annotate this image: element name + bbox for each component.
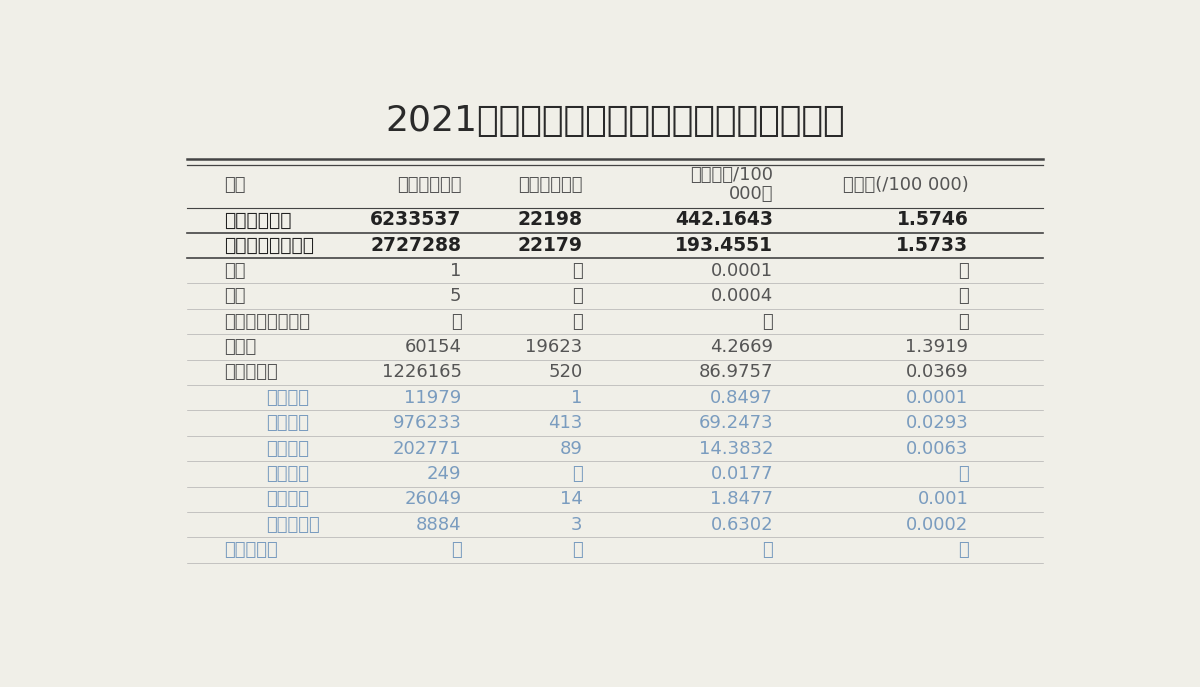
- Text: 0.0004: 0.0004: [710, 287, 773, 305]
- Text: 病毒性肝炎: 病毒性肝炎: [224, 363, 278, 381]
- Text: 1.8477: 1.8477: [710, 491, 773, 508]
- Text: 2021年全国法定报告传染病发病死亡统计表: 2021年全国法定报告传染病发病死亡统计表: [385, 104, 845, 137]
- Text: 14: 14: [559, 491, 582, 508]
- Text: 22179: 22179: [517, 236, 582, 255]
- Text: 鼠疫: 鼠疫: [224, 262, 246, 280]
- Text: －: －: [451, 313, 462, 330]
- Text: 442.1643: 442.1643: [676, 210, 773, 229]
- Text: 甲型肝炎: 甲型肝炎: [266, 389, 310, 407]
- Text: 病名: 病名: [224, 176, 246, 194]
- Text: 202771: 202771: [392, 440, 462, 458]
- Text: 249: 249: [427, 465, 462, 483]
- Text: 2727288: 2727288: [371, 236, 462, 255]
- Text: 4.2669: 4.2669: [710, 338, 773, 356]
- Text: 丁型肝炎: 丁型肝炎: [266, 465, 310, 483]
- Text: －: －: [958, 465, 968, 483]
- Text: 193.4551: 193.4551: [676, 236, 773, 255]
- Text: 甲乙类传染病合计: 甲乙类传染病合计: [224, 236, 314, 255]
- Text: 0.0001: 0.0001: [710, 262, 773, 280]
- Text: －: －: [571, 313, 582, 330]
- Text: －: －: [958, 541, 968, 559]
- Text: －: －: [762, 313, 773, 330]
- Text: －: －: [958, 262, 968, 280]
- Text: 69.2473: 69.2473: [698, 414, 773, 432]
- Text: 艾滋病: 艾滋病: [224, 338, 257, 356]
- Text: 发病数（例）: 发病数（例）: [397, 176, 462, 194]
- Text: 5: 5: [450, 287, 462, 305]
- Text: 0.0293: 0.0293: [906, 414, 968, 432]
- Text: －: －: [571, 465, 582, 483]
- Text: 1: 1: [571, 389, 582, 407]
- Text: 60154: 60154: [404, 338, 462, 356]
- Text: 0.6302: 0.6302: [710, 516, 773, 534]
- Text: 传染性非典型肺炎: 传染性非典型肺炎: [224, 313, 311, 330]
- Text: 甲乙丙类总计: 甲乙丙类总计: [224, 210, 292, 229]
- Text: 霍乱: 霍乱: [224, 287, 246, 305]
- Text: 丙型肝炎: 丙型肝炎: [266, 440, 310, 458]
- Text: －: －: [571, 541, 582, 559]
- Text: －: －: [958, 313, 968, 330]
- Text: 0.0001: 0.0001: [906, 389, 968, 407]
- Text: 0.0002: 0.0002: [906, 516, 968, 534]
- Text: 0.001: 0.001: [918, 491, 968, 508]
- Text: 戊型肝炎: 戊型肝炎: [266, 491, 310, 508]
- Text: 发病率（/100: 发病率（/100: [690, 166, 773, 184]
- Text: 未分型肝炎: 未分型肝炎: [266, 516, 320, 534]
- Text: 乙型肝炎: 乙型肝炎: [266, 414, 310, 432]
- Text: 脊髓灰质炎: 脊髓灰质炎: [224, 541, 278, 559]
- Text: 1.5746: 1.5746: [896, 210, 968, 229]
- Text: 0.0177: 0.0177: [710, 465, 773, 483]
- Text: 死亡数（人）: 死亡数（人）: [518, 176, 582, 194]
- Text: －: －: [451, 541, 462, 559]
- Text: 19623: 19623: [526, 338, 582, 356]
- Text: 976233: 976233: [392, 414, 462, 432]
- Text: 0.0063: 0.0063: [906, 440, 968, 458]
- Text: －: －: [958, 287, 968, 305]
- Text: 0.8497: 0.8497: [710, 389, 773, 407]
- Text: 26049: 26049: [404, 491, 462, 508]
- Text: －: －: [571, 287, 582, 305]
- Text: －: －: [762, 541, 773, 559]
- Text: 6233537: 6233537: [370, 210, 462, 229]
- Text: 0.0369: 0.0369: [906, 363, 968, 381]
- Text: 11979: 11979: [404, 389, 462, 407]
- Text: 000）: 000）: [728, 185, 773, 203]
- Text: 1.3919: 1.3919: [906, 338, 968, 356]
- Text: 1: 1: [450, 262, 462, 280]
- Text: 1.5733: 1.5733: [896, 236, 968, 255]
- Text: 8884: 8884: [416, 516, 462, 534]
- Text: －: －: [571, 262, 582, 280]
- Text: 520: 520: [548, 363, 582, 381]
- Text: 22198: 22198: [517, 210, 582, 229]
- Text: 14.3832: 14.3832: [698, 440, 773, 458]
- Text: 86.9757: 86.9757: [698, 363, 773, 381]
- Text: 413: 413: [548, 414, 582, 432]
- Text: 死亡率(/100 000): 死亡率(/100 000): [842, 176, 968, 194]
- Text: 89: 89: [559, 440, 582, 458]
- Text: 1226165: 1226165: [382, 363, 462, 381]
- Text: 3: 3: [571, 516, 582, 534]
